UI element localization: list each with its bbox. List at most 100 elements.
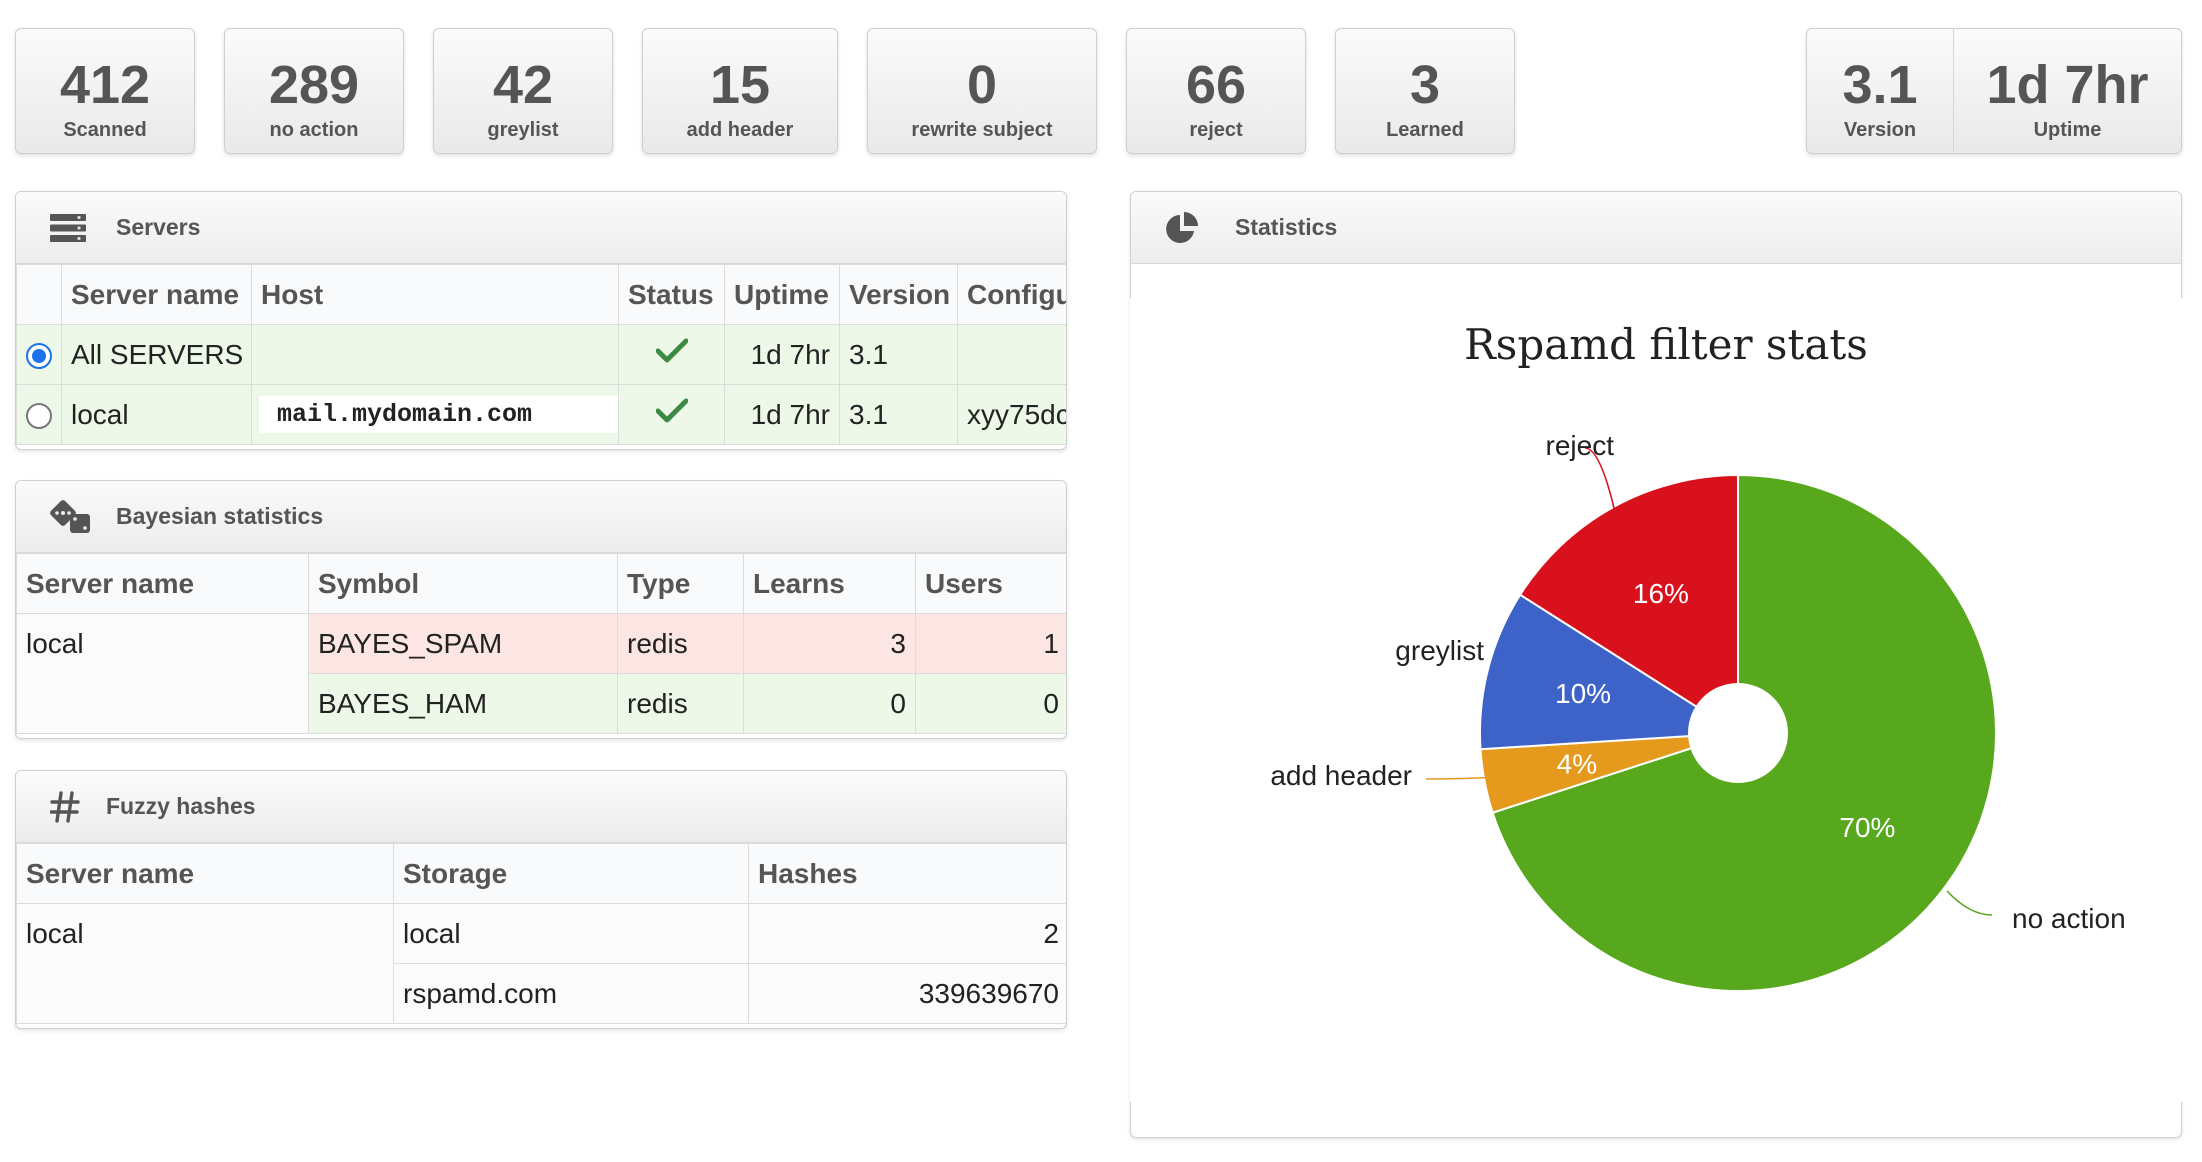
slice-connector-line <box>1584 447 1615 509</box>
server-name-cell: local <box>16 613 309 734</box>
slice-connector-line <box>1495 654 1522 674</box>
stat-label: Scanned <box>63 119 147 141</box>
col-host[interactable]: Host <box>251 264 619 325</box>
stat-value: 42 <box>492 55 554 115</box>
col-storage[interactable]: Storage <box>393 843 749 904</box>
col-server-name[interactable]: Server name <box>16 553 309 614</box>
host-cell: mail.mydomain.com <box>251 384 619 445</box>
users-cell: 0 <box>915 673 1066 734</box>
bayes-table: Server name Symbol Type Learns Users loc… <box>16 553 1066 734</box>
hash-icon <box>50 790 80 823</box>
col-learns[interactable]: Learns <box>743 553 916 614</box>
statistics-panel-header: Statistics <box>1131 192 2181 264</box>
uptime-cell: 1d 7hr Uptime <box>1953 29 2181 153</box>
server-radio-all[interactable] <box>26 343 52 370</box>
col-version[interactable]: Version <box>839 264 958 325</box>
table-row[interactable]: local mail.mydomain.com 1d 7hr 3.1 xyy75… <box>16 384 1066 445</box>
col-status[interactable]: Status <box>618 264 725 325</box>
stat-value: 0 <box>966 55 998 115</box>
server-name-cell: local <box>16 903 394 1024</box>
server-name-cell: local <box>61 384 252 445</box>
col-config[interactable]: Configu <box>957 264 1066 325</box>
stat-scanned: 412 Scanned <box>15 28 195 154</box>
table-row[interactable]: All SERVERS 1d 7hr 3.1 <box>16 324 1066 385</box>
type-cell: redis <box>617 613 744 674</box>
stat-value: 289 <box>268 55 360 115</box>
table-row: BAYES_HAM redis 0 0 <box>17 673 1066 734</box>
slice-percent-label: 10% <box>1555 678 1611 709</box>
table-row: local local 2 <box>16 903 1066 1024</box>
stat-reject: 66 reject <box>1126 28 1306 154</box>
select-cell[interactable] <box>16 384 62 445</box>
bayes-table-header: Server name Symbol Type Learns Users <box>16 553 1066 614</box>
bayes-panel: Bayesian statistics Server name Symbol T… <box>15 480 1067 739</box>
status-cell <box>618 324 725 385</box>
slice-connector-line <box>1425 776 1501 780</box>
col-users[interactable]: Users <box>915 553 1066 614</box>
checkmark-icon <box>655 338 688 363</box>
fuzzy-table: Server name Storage Hashes local local 2… <box>16 843 1066 1024</box>
fuzzy-panel-header: Fuzzy hashes <box>16 771 1066 843</box>
users-cell: 1 <box>915 613 1066 674</box>
uptime-value: 1d 7hr <box>1986 55 2149 115</box>
slice-percent-label: 70% <box>1839 812 1895 843</box>
server-name-cell: All SERVERS <box>61 324 252 385</box>
stat-no-action: 289 no action <box>224 28 404 154</box>
col-hashes[interactable]: Hashes <box>748 843 1066 904</box>
storage-cell: local <box>393 903 749 964</box>
slice-name-label: reject <box>1546 430 1615 461</box>
statistics-panel-title: Statistics <box>1235 214 1338 240</box>
host-cell <box>251 324 619 385</box>
bayes-panel-title: Bayesian statistics <box>116 503 324 529</box>
donut-hole <box>1688 683 1788 783</box>
servers-table: Server name Host Status Uptime Version C… <box>16 264 1066 445</box>
slice-name-label: no action <box>2012 903 2126 934</box>
version-value: 3.1 <box>1842 55 1918 115</box>
col-symbol[interactable]: Symbol <box>308 553 618 614</box>
stat-value: 412 <box>59 55 151 115</box>
stat-label: add header <box>686 119 794 141</box>
version-uptime-box: 3.1 Version 1d 7hr Uptime <box>1806 28 2182 154</box>
stat-value: 15 <box>709 55 771 115</box>
col-server-name[interactable]: Server name <box>61 264 252 325</box>
config-cell: xyy75dc <box>957 384 1066 445</box>
pie-chart-icon <box>1165 211 1201 245</box>
col-server-name[interactable]: Server name <box>16 843 394 904</box>
bayes-panel-header: Bayesian statistics <box>16 481 1066 553</box>
col-uptime[interactable]: Uptime <box>724 264 840 325</box>
symbol-cell: BAYES_HAM <box>308 673 618 734</box>
pie-slice-greylist[interactable] <box>1479 593 1742 751</box>
uptime-cell: 1d 7hr <box>724 324 840 385</box>
uptime-label: Uptime <box>2033 119 2102 141</box>
learns-cell: 0 <box>743 673 916 734</box>
stat-rewrite-subject: 0 rewrite subject <box>867 28 1097 154</box>
version-cell: 3.1 <box>839 384 958 445</box>
server-radio-local[interactable] <box>26 403 52 430</box>
stat-label: rewrite subject <box>911 119 1053 141</box>
version-cell: 3.1 <box>839 324 958 385</box>
slice-name-label: greylist <box>1395 635 1484 666</box>
learns-cell: 3 <box>743 613 916 674</box>
stat-learned: 3 Learned <box>1335 28 1515 154</box>
hashes-cell: 339639670 <box>748 963 1066 1024</box>
version-label: Version <box>1843 119 1917 141</box>
status-cell <box>618 384 725 445</box>
stat-label: greylist <box>487 119 559 141</box>
select-cell[interactable] <box>16 324 62 385</box>
stat-add-header: 15 add header <box>642 28 838 154</box>
slice-percent-label: 16% <box>1633 578 1689 609</box>
hashes-cell: 2 <box>748 903 1066 964</box>
slice-percent-label: 4% <box>1557 749 1597 780</box>
col-type[interactable]: Type <box>617 553 744 614</box>
servers-panel: Servers Server name Host Status Uptime V… <box>15 191 1067 450</box>
stat-value: 66 <box>1185 55 1247 115</box>
version-cell: 3.1 Version <box>1807 29 1953 153</box>
checkmark-icon <box>655 398 688 423</box>
servers-panel-title: Servers <box>116 214 201 240</box>
server-icon <box>50 213 86 242</box>
dice-icon <box>50 499 92 534</box>
pie-chart: 70% no action 4% add header 10% greylist 16% re… <box>1270 430 2126 992</box>
slice-connector-line <box>1946 890 1993 916</box>
chart-area: Rspamd filter stats 70% no action 4% add he… <box>1130 298 2202 1102</box>
fuzzy-panel-title: Fuzzy hashes <box>106 793 256 819</box>
